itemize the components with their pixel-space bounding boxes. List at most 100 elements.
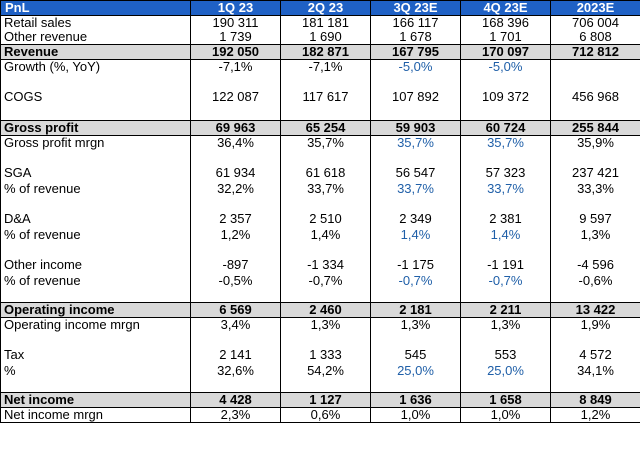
row-other-income: Other income -897 -1 334 -1 175 -1 191 -… <box>0 256 640 274</box>
cell: 1 658 <box>460 392 551 408</box>
row-label: Growth (%, YoY) <box>0 59 191 74</box>
cell: -897 <box>190 256 281 274</box>
col-header-4q23e: 4Q 23E <box>460 0 551 16</box>
cell: 2 141 <box>190 346 281 364</box>
col-header-2023e: 2023E <box>550 0 640 16</box>
cell: 706 004 <box>550 15 640 30</box>
row-other-revenue: Other revenue 1 739 1 690 1 678 1 701 6 … <box>0 30 640 45</box>
cell: 54,2% <box>280 364 371 378</box>
cell: 1,3% <box>460 317 551 332</box>
row-label: SGA <box>0 164 191 182</box>
cell: 1 678 <box>370 30 461 45</box>
cell: 0,6% <box>280 407 371 423</box>
cell: 32,2% <box>190 182 281 196</box>
cell: 8 849 <box>550 392 640 408</box>
cell: 32,6% <box>190 364 281 378</box>
cell: 25,0% <box>460 364 551 378</box>
row-label: Gross profit mrgn <box>0 135 191 150</box>
row-net-income: Net income 4 428 1 127 1 636 1 658 8 849 <box>0 392 640 408</box>
cell: 1,0% <box>370 407 461 423</box>
cell: 69 963 <box>190 120 281 136</box>
cell: 61 934 <box>190 164 281 182</box>
cell: -7,1% <box>190 59 281 74</box>
pnl-table: PnL 1Q 23 2Q 23 3Q 23E 4Q 23E 2023E Reta… <box>0 0 640 423</box>
cell: 2,3% <box>190 407 281 423</box>
col-header-3q23e: 3Q 23E <box>370 0 461 16</box>
cell: 1,9% <box>550 317 640 332</box>
row-label: Tax <box>0 346 191 364</box>
row-cogs: COGS 122 087 117 617 107 892 109 372 456… <box>0 88 640 106</box>
row-growth: Growth (%, YoY) -7,1% -7,1% -5,0% -5,0% <box>0 59 640 74</box>
row-label: COGS <box>0 88 191 106</box>
row-label: D&A <box>0 210 191 228</box>
col-header-1q23: 1Q 23 <box>190 0 281 16</box>
cell: 57 323 <box>460 164 551 182</box>
cell: 56 547 <box>370 164 461 182</box>
cell: 2 349 <box>370 210 461 228</box>
cell: 2 181 <box>370 302 461 318</box>
cell: 33,7% <box>370 182 461 196</box>
cell: 237 421 <box>550 164 640 182</box>
spacer-row <box>0 242 640 256</box>
cell: 1,2% <box>550 407 640 423</box>
cell: 36,4% <box>190 135 281 150</box>
spacer-row <box>0 196 640 210</box>
cell: 4 428 <box>190 392 281 408</box>
cell: 1,0% <box>460 407 551 423</box>
row-label: Gross profit <box>0 120 191 136</box>
cell: 1,3% <box>550 228 640 242</box>
cell: 4 572 <box>550 346 640 364</box>
cell: 1 636 <box>370 392 461 408</box>
spacer-row <box>0 378 640 393</box>
cell: 712 812 <box>550 44 640 60</box>
header-row: PnL 1Q 23 2Q 23 3Q 23E 4Q 23E 2023E <box>0 0 640 16</box>
row-label: Net income mrgn <box>0 407 191 423</box>
cell: 2 460 <box>280 302 371 318</box>
cell: 255 844 <box>550 120 640 136</box>
cell: 168 396 <box>460 15 551 30</box>
cell: 107 892 <box>370 88 461 106</box>
header-label: PnL <box>0 0 191 16</box>
row-label: % of revenue <box>0 228 191 242</box>
cell: 60 724 <box>460 120 551 136</box>
cell: 13 422 <box>550 302 640 318</box>
row-net-income-margin: Net income mrgn 2,3% 0,6% 1,0% 1,0% 1,2% <box>0 407 640 423</box>
cell: 1,4% <box>280 228 371 242</box>
row-label: % of revenue <box>0 274 191 288</box>
cell: 3,4% <box>190 317 281 332</box>
cell: 35,7% <box>280 135 371 150</box>
cell: -5,0% <box>370 59 461 74</box>
cell: 1,3% <box>370 317 461 332</box>
cell: 553 <box>460 346 551 364</box>
cell: 1,3% <box>280 317 371 332</box>
cell: -0,7% <box>280 274 371 288</box>
cell: 1 739 <box>190 30 281 45</box>
row-operating-income-margin: Operating income mrgn 3,4% 1,3% 1,3% 1,3… <box>0 317 640 332</box>
cell: 109 372 <box>460 88 551 106</box>
row-tax-pct: % 32,6% 54,2% 25,0% 25,0% 34,1% <box>0 364 640 378</box>
row-label: Operating income mrgn <box>0 317 191 332</box>
cell: 117 617 <box>280 88 371 106</box>
cell <box>550 59 640 74</box>
cell: -7,1% <box>280 59 371 74</box>
row-operating-income: Operating income 6 569 2 460 2 181 2 211… <box>0 302 640 318</box>
cell: 182 871 <box>280 44 371 60</box>
cell: -0,7% <box>370 274 461 288</box>
row-label: Other revenue <box>0 30 191 45</box>
row-da-pct: % of revenue 1,2% 1,4% 1,4% 1,4% 1,3% <box>0 228 640 242</box>
cell: 1,2% <box>190 228 281 242</box>
cell: 35,7% <box>370 135 461 150</box>
cell: 545 <box>370 346 461 364</box>
row-sga: SGA 61 934 61 618 56 547 57 323 237 421 <box>0 164 640 182</box>
cell: 33,7% <box>460 182 551 196</box>
row-label: Operating income <box>0 302 191 318</box>
row-label: % of revenue <box>0 182 191 196</box>
cell: 1 333 <box>280 346 371 364</box>
row-tax: Tax 2 141 1 333 545 553 4 572 <box>0 346 640 364</box>
cell: 167 795 <box>370 44 461 60</box>
row-da: D&A 2 357 2 510 2 349 2 381 9 597 <box>0 210 640 228</box>
cell: 6 569 <box>190 302 281 318</box>
cell: 2 381 <box>460 210 551 228</box>
cell: 166 117 <box>370 15 461 30</box>
cell: 1,4% <box>370 228 461 242</box>
